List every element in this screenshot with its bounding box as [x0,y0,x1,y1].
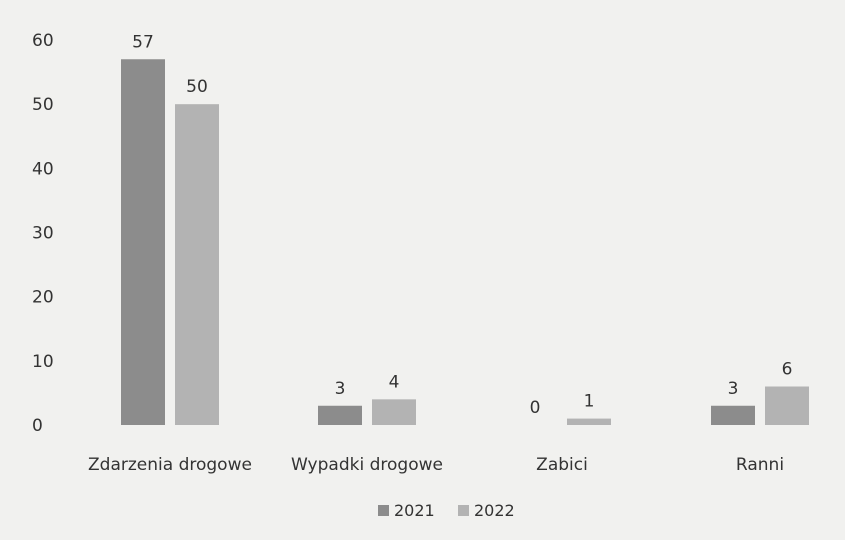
data-label-2021-1: 3 [335,379,346,399]
data-label-2021-0: 57 [132,32,154,52]
data-label-2021-3: 3 [728,379,739,399]
y-tick-label: 50 [32,95,54,115]
bar-2022-2 [567,418,611,425]
bar-2021-1 [318,405,362,425]
legend: 2021 2022 [378,501,515,520]
category-label: Zdarzenia drogowe [88,455,252,475]
legend-label: 2022 [474,501,515,520]
y-axis: 0 10 20 30 40 50 60 [32,31,54,436]
data-label-2021-2: 0 [530,398,541,418]
legend-label: 2021 [394,501,435,520]
category-label: Wypadki drogowe [291,455,443,475]
bar-2022-1 [372,399,416,425]
y-tick-label: 20 [32,288,54,308]
y-tick-label: 40 [32,159,54,179]
bars-group: 57 50 3 4 0 1 3 6 [121,32,809,426]
x-axis: Zdarzenia drogowe Wypadki drogowe Zabici Ra… [88,455,784,475]
bar-2022-3 [765,386,809,425]
bar-2021-3 [711,405,755,425]
bar-2022-0 [175,104,219,426]
data-label-2022-3: 6 [782,360,793,380]
y-tick-label: 0 [32,416,43,436]
data-label-2022-0: 50 [186,77,208,97]
category-label: Zabici [536,455,588,475]
data-label-2022-1: 4 [389,372,400,392]
data-label-2022-2: 1 [584,392,595,412]
y-tick-label: 10 [32,352,54,372]
legend-swatch-2021 [378,505,389,516]
bar-2021-0 [121,59,165,425]
category-label: Ranni [736,455,784,475]
legend-swatch-2022 [458,505,469,516]
y-tick-label: 30 [32,224,54,244]
y-tick-label: 60 [32,31,54,51]
